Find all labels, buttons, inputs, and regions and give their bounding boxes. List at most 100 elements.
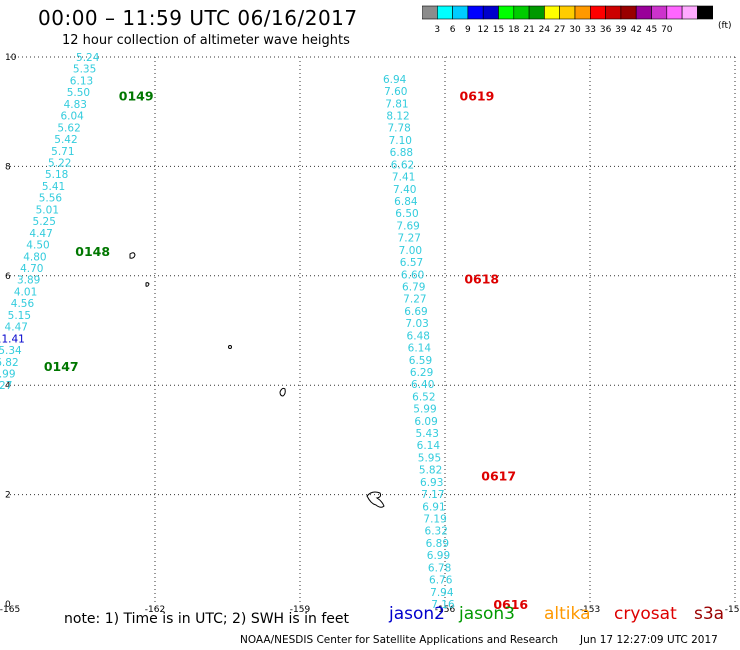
colorbar-label: 30 xyxy=(569,25,581,35)
colorbar-label: 9 xyxy=(465,25,471,35)
wave-height-colorbar: 3 6 9 12 15 18 21 24 27 30 33 36 39 42 45 70 xyxy=(422,5,713,35)
wave-height-value: 6.48 xyxy=(407,330,430,342)
island-outline xyxy=(129,252,136,259)
wave-height-value: 6.59 xyxy=(409,355,432,367)
y-tick-label: 6 xyxy=(5,272,11,282)
wave-height-value: 6.29 xyxy=(410,367,433,379)
x-tick-label: -150 xyxy=(725,605,740,615)
generated-timestamp: Jun 17 12:27:09 UTC 2017 xyxy=(580,634,718,646)
y-tick-label: 2 xyxy=(5,491,11,501)
wave-height-value: 5.82 xyxy=(419,465,442,477)
time-label: 0148 xyxy=(75,244,110,259)
wave-height-value: 6.78 xyxy=(428,562,451,574)
x-tick-label: -162 xyxy=(145,605,165,615)
time-label: 0617 xyxy=(481,468,516,483)
x-tick-label: -156 xyxy=(435,605,456,615)
wave-height-value: 4.50 xyxy=(26,240,49,252)
time-label: 0619 xyxy=(460,88,495,103)
wave-height-value: 5.27 xyxy=(0,380,12,392)
colorbar-label: 12 xyxy=(477,25,488,35)
wave-height-value: 7.10 xyxy=(389,135,412,147)
island-outline xyxy=(366,491,385,508)
colorbar-swatch xyxy=(697,5,713,20)
colorbar-label: 42 xyxy=(630,25,641,35)
wave-height-value: 5.99 xyxy=(413,404,436,416)
credit-text: NOAA/NESDIS Center for Satellite Applica… xyxy=(240,634,558,646)
altimeter-tracks: 5.245.356.135.504.836.045.625.425.715.22… xyxy=(0,52,528,612)
wave-height-value: 5.41 xyxy=(42,181,65,193)
wave-height-value: 6.14 xyxy=(408,343,432,355)
wave-height-value: 7.00 xyxy=(399,245,422,257)
wave-height-value: 7.27 xyxy=(398,233,421,245)
wave-height-value: 8.12 xyxy=(386,111,409,123)
wave-height-value: 6.99 xyxy=(427,550,450,562)
wave-height-value: 7.94 xyxy=(430,587,454,599)
colorbar-label: 18 xyxy=(508,25,520,35)
x-tick-label: -165 xyxy=(0,605,20,615)
wave-height-value: 6.93 xyxy=(420,477,443,489)
wave-height-value: 6.69 xyxy=(404,306,427,318)
wave-height-value: 5.15 xyxy=(8,310,31,322)
satellite-name-cryosat: cryosat xyxy=(614,604,677,624)
colorbar-label: 39 xyxy=(615,25,627,35)
wave-height-value: 5.25 xyxy=(33,216,56,228)
wave-height-value: 5.43 xyxy=(416,428,439,440)
colorbar-unit: (ft) xyxy=(718,21,732,31)
time-label: 0618 xyxy=(464,272,499,287)
time-label: 0147 xyxy=(44,359,79,374)
colorbar-label: 45 xyxy=(646,25,657,35)
wave-height-value: 4.01 xyxy=(14,286,37,298)
island-outline xyxy=(145,282,150,287)
y-tick-label: 10 xyxy=(5,53,17,63)
time-label: 0149 xyxy=(119,88,154,103)
wave-height-value: 6.94 xyxy=(383,74,407,86)
wave-height-value: 7.03 xyxy=(405,318,428,330)
satellite-name-altika: altika xyxy=(544,604,591,624)
axis-tick-labels: -165 -162 -159 -156 -153 -150 0 2 4 6 8 10 xyxy=(0,53,740,615)
cryosat-track: 6.947.607.818.127.787.106.886.627.417.40… xyxy=(383,74,528,612)
wave-height-value: 6.62 xyxy=(391,159,414,171)
time-label: 0616 xyxy=(493,597,528,612)
wave-height-value: 6.84 xyxy=(394,196,418,208)
wave-height-value: 6.79 xyxy=(402,281,425,293)
wave-height-value: 5.35 xyxy=(73,64,96,76)
wave-height-value: 5.95 xyxy=(418,452,441,464)
wave-height-value: 5.71 xyxy=(51,146,74,158)
wave-height-value: 6.14 xyxy=(417,440,441,452)
colorbar-label: 70 xyxy=(661,25,673,35)
wave-height-value: 4.70 xyxy=(20,263,43,275)
wave-height-value: 7.81 xyxy=(385,98,408,110)
wave-height-value: 6.76 xyxy=(429,575,453,587)
wave-height-value: 5.24 xyxy=(76,52,100,64)
wave-height-value: 5.99 xyxy=(0,368,16,380)
wave-height-value: 5.22 xyxy=(48,157,71,169)
wave-height-value: 7.27 xyxy=(403,294,426,306)
island-outline xyxy=(279,387,286,397)
colorbar-label: 6 xyxy=(450,25,456,35)
wave-height-value: 5.56 xyxy=(39,193,63,205)
wave-height-value: 5.34 xyxy=(0,345,22,357)
wave-height-value: 7.41 xyxy=(392,172,415,184)
wave-height-value: 4.83 xyxy=(64,99,87,111)
wave-height-value: 5.50 xyxy=(67,87,90,99)
wave-height-value: 7.40 xyxy=(393,184,416,196)
footer-note: note: 1) Time is in UTC; 2) SWH is in fe… xyxy=(64,611,350,627)
colorbar-label: 24 xyxy=(539,25,551,35)
wave-height-value: 4.56 xyxy=(11,298,35,310)
y-tick-label: 4 xyxy=(5,381,11,391)
island-outlines xyxy=(129,252,385,508)
wave-height-value: 4.47 xyxy=(5,322,28,334)
wave-height-value: 6.13 xyxy=(70,75,93,87)
wave-height-value: 6.04 xyxy=(60,111,84,123)
satellite-name-jason3: jason3 xyxy=(459,604,515,624)
y-tick-label: 8 xyxy=(5,162,11,172)
satellite-name-s3a: s3a xyxy=(694,604,725,624)
colorbar-label: 33 xyxy=(585,25,596,35)
colorbar-label: 21 xyxy=(523,25,534,35)
x-tick-label: -159 xyxy=(290,605,311,615)
wave-height-value: 6.40 xyxy=(411,379,434,391)
wave-height-value: 6.32 xyxy=(425,526,448,538)
satellite-name-jason2: jason2 xyxy=(389,604,445,624)
